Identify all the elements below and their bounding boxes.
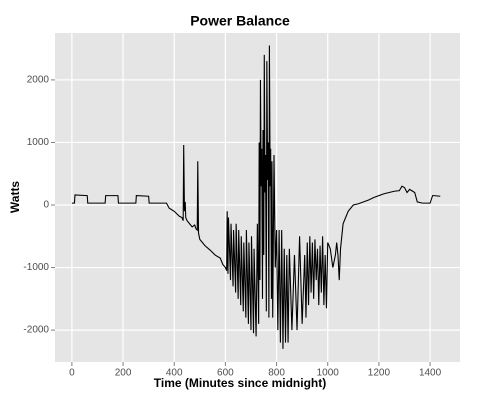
x-tick-label: 400 — [166, 368, 183, 379]
x-tick-label: 600 — [217, 368, 234, 379]
data-line — [71, 45, 441, 349]
y-tick-label: -1000 — [23, 262, 49, 273]
y-tick-label: 2000 — [27, 75, 50, 86]
x-tick-label: 800 — [268, 368, 285, 379]
chart-title: Power Balance — [190, 13, 290, 29]
panel — [55, 33, 460, 362]
y-axis-label: Watts — [8, 181, 22, 214]
y-tick-label: 1000 — [27, 137, 50, 148]
x-tick-label: 1400 — [419, 368, 442, 379]
x-tick-label: 0 — [69, 368, 75, 379]
x-tick-label: 200 — [115, 368, 132, 379]
x-tick-label: 1000 — [317, 368, 340, 379]
x-tick-label: 1200 — [368, 368, 391, 379]
y-tick-label: -2000 — [23, 325, 49, 336]
y-tick-label: 0 — [43, 200, 49, 211]
x-axis-label: Time (Minutes since midnight) — [154, 376, 326, 390]
